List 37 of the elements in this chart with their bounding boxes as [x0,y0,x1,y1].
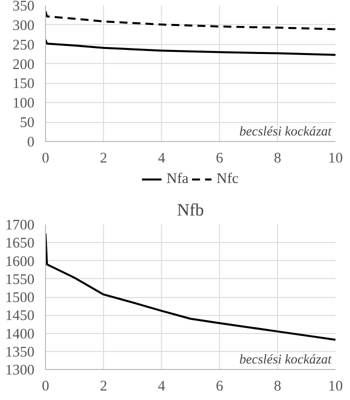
line-series [46,10,336,30]
y-tick-label: 1450 [5,308,34,324]
x-tick-label: 8 [274,150,282,166]
line-series [46,232,336,341]
y-tick-label: 350 [12,0,34,14]
x-tick-label: 10 [328,150,343,166]
y-tick-label: 1400 [5,326,34,342]
y-tick-label: 1300 [5,362,34,378]
x-tick-label: 4 [158,378,166,394]
y-tick-label: 1650 [5,236,34,252]
y-tick-label: 1500 [5,290,34,306]
x-tick-label: 0 [42,150,50,166]
x-axis-title: becslési kockázat [239,124,332,138]
y-tick-label: 100 [12,96,34,112]
x-tick-label: 0 [42,378,50,394]
y-tick-label: 200 [12,56,34,73]
y-tick-label: 1600 [5,254,34,270]
x-tick-label: 2 [100,378,108,394]
x-tick-label: 2 [100,150,108,166]
x-axis-title: becslési kockázat [239,352,332,366]
y-tick-label: 300 [12,18,34,34]
y-tick-label: 250 [12,37,34,54]
x-tick-label: 6 [216,150,224,166]
line-series [46,38,336,56]
y-tick-label: 50 [20,115,34,132]
y-tick-label: 0 [27,134,34,150]
x-tick-label: 6 [216,378,224,394]
x-tick-label: 8 [274,378,282,394]
y-tick-label: 1700 [5,218,34,234]
chart-title: Nfb [177,200,204,220]
x-tick-label: 4 [158,150,166,166]
legend-label: Nfc [216,170,238,188]
legend-label: Nfa [166,170,188,188]
y-tick-label: 1550 [5,272,34,288]
y-tick-label: 1350 [5,344,34,360]
y-tick-label: 150 [12,76,34,92]
x-tick-label: 10 [328,378,343,394]
